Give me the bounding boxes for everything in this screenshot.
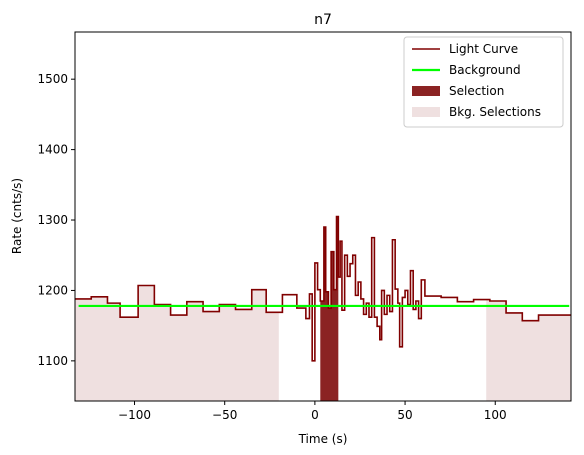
legend-label: Background	[449, 63, 521, 77]
legend: Light Curve Background Selection Bkg. Selec…	[403, 36, 564, 128]
axes: −100 −50 0 50 100 1100 1200 1300 1400 1500	[37, 31, 572, 422]
legend-swatch	[412, 86, 440, 96]
x-axis-label: Time (s)	[298, 432, 348, 446]
y-tick-label: 1200	[37, 283, 68, 297]
y-tick-label: 1100	[37, 354, 68, 368]
plot-inner	[75, 215, 571, 401]
y-tick-label: 1300	[37, 213, 68, 227]
x-tick-label: −50	[212, 408, 237, 422]
x-tick-label: 0	[311, 408, 319, 422]
y-tick-label: 1400	[37, 143, 68, 157]
x-tick-label: 100	[484, 408, 507, 422]
legend-label: Bkg. Selections	[449, 105, 541, 119]
legend-label: Light Curve	[449, 42, 518, 56]
x-tick-label: −100	[118, 408, 151, 422]
legend-box	[403, 36, 564, 128]
bkg-selection-region	[486, 299, 571, 401]
legend-swatch	[412, 107, 440, 117]
plot-area	[75, 215, 571, 401]
chart-title: n7	[314, 12, 332, 28]
x-tick-label: 50	[397, 408, 412, 422]
axes-frame	[74, 31, 572, 402]
y-tick-label: 1500	[37, 72, 68, 86]
bkg-selection-region	[75, 285, 279, 401]
legend-label: Selection	[449, 84, 504, 98]
y-axis-label: Rate (cnts/s)	[10, 178, 24, 254]
